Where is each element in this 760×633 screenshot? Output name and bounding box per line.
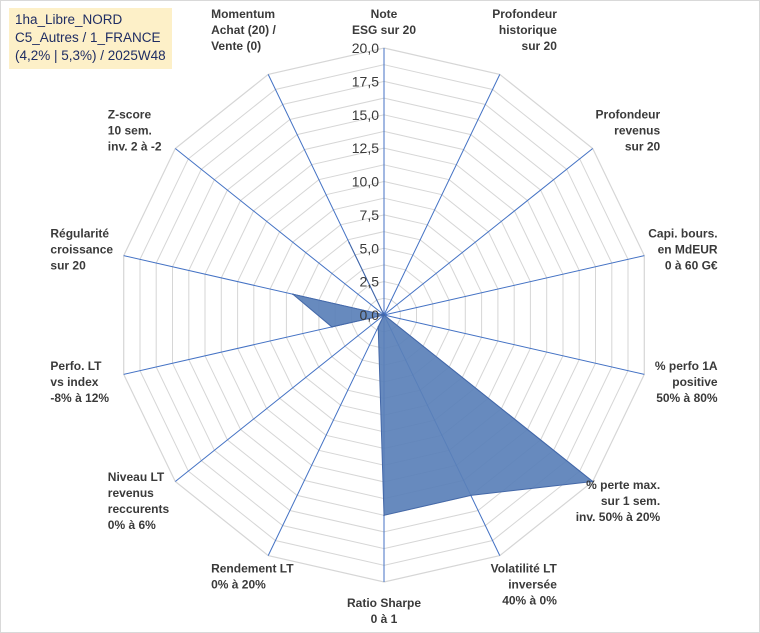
series-point xyxy=(348,242,351,244)
title-line-3: (4,2% | 5,3%) / 2025W48 xyxy=(15,48,166,63)
axis-label: Note ESG sur 20 xyxy=(352,7,416,37)
series-point xyxy=(377,326,380,328)
axis-label: Momentum Achat (20) / Vente (0) xyxy=(211,7,276,53)
tick-label: 7,5 xyxy=(360,207,380,223)
axis-label: Niveau LT revenus reccurents 0% à 6% xyxy=(108,470,170,532)
series-area xyxy=(292,242,594,516)
tick-label: 17,5 xyxy=(352,73,379,89)
axis-spoke xyxy=(383,314,645,375)
series-point xyxy=(292,293,294,296)
axis-spoke xyxy=(383,74,501,316)
axis-label: Z-score 10 sem. inv. 2 à -2 xyxy=(108,108,162,154)
tick-label: 2,5 xyxy=(360,274,380,290)
chart-title-box: 1ha_Libre_NORD C5_Autres / 1_FRANCE (4,2… xyxy=(9,8,172,69)
axis-label: Ratio Sharpe 0 à 1 xyxy=(347,596,421,626)
series-point xyxy=(331,326,333,328)
axis-label: Volatilité LT inversée 40% à 0% xyxy=(491,562,558,608)
axis-spoke xyxy=(267,314,385,556)
title-line-1: 1ha_Libre_NORD xyxy=(15,12,123,27)
axis-label: Régularité croissance sur 20 xyxy=(50,227,113,273)
radar-tick-labels: 0,0 2,5 5,0 7,5 10,0 12,5 15,0 17,5 20,0 xyxy=(352,40,379,323)
tick-label: 15,0 xyxy=(352,107,379,123)
axis-label: % perte max. sur 1 sem. inv. 50% à 20% xyxy=(576,478,661,524)
axis-label: Rendement LT 0% à 20% xyxy=(211,562,294,592)
tick-label: 5,0 xyxy=(360,240,380,256)
tick-label: 0,0 xyxy=(360,307,380,323)
axis-spoke xyxy=(383,255,645,316)
series-point xyxy=(383,314,385,316)
tick-label: 12,5 xyxy=(352,140,379,156)
axis-spoke xyxy=(383,148,594,316)
tick-label: 20,0 xyxy=(352,40,379,56)
axis-spoke xyxy=(174,148,385,316)
tick-label: 10,0 xyxy=(352,174,379,190)
title-line-2: C5_Autres / 1_FRANCE xyxy=(15,30,161,45)
axis-label: Profondeur historique sur 20 xyxy=(492,7,557,53)
axis-label: Profondeur revenus sur 20 xyxy=(596,108,661,154)
series-point xyxy=(383,514,385,517)
radar-series xyxy=(292,242,594,517)
axis-label: % perfo 1A positive 50% à 80% xyxy=(655,359,718,405)
series-point xyxy=(470,494,472,497)
radar-axis-labels: Note ESG sur 20 Profondeur historique sur 20… xyxy=(50,7,718,626)
axis-label: Perfo. LT vs index -8% à 12% xyxy=(50,359,109,405)
series-point xyxy=(591,480,594,483)
axis-label: Capi. bours. en MdEUR 0 à 60 G€ xyxy=(648,227,718,273)
axis-spoke xyxy=(174,314,385,482)
